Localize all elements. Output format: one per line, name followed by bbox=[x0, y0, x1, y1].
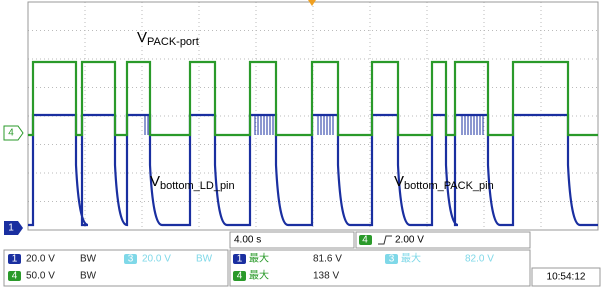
oscilloscope-screen: VPACK-port Vbottom_LD_pin Vbottom_PACK_p… bbox=[0, 0, 603, 289]
measurement-value: 138 V bbox=[313, 271, 339, 282]
timebase: 4.00 s bbox=[234, 235, 261, 246]
channel-number: 3 bbox=[389, 254, 395, 265]
bandwidth-limit: BW bbox=[80, 271, 97, 282]
volts-per-div: 20.0 V bbox=[26, 254, 55, 265]
clock: 10:54:12 bbox=[547, 272, 586, 283]
measurement-label: 最大 bbox=[401, 252, 421, 265]
channel-number: 1 bbox=[237, 254, 243, 265]
page: VPACK-port Vbottom_LD_pin Vbottom_PACK_p… bbox=[0, 0, 603, 289]
trigger-channel: 4 bbox=[362, 235, 368, 246]
label-main: V bbox=[137, 29, 147, 46]
label-main: V bbox=[150, 173, 160, 190]
trigger-level: 2.00 V bbox=[395, 235, 424, 246]
channel-number: 1 bbox=[12, 254, 18, 265]
label-sub: PACK-port bbox=[147, 36, 199, 48]
measurement-value: 82.0 V bbox=[465, 254, 494, 265]
ch4-marker-label: 4 bbox=[8, 128, 14, 139]
trigger-box bbox=[356, 232, 530, 248]
channel-number: 4 bbox=[237, 271, 243, 282]
channel-number: 3 bbox=[128, 254, 134, 265]
volts-per-div: 50.0 V bbox=[26, 271, 55, 282]
label-sub: bottom_PACK_pin bbox=[404, 180, 494, 192]
bandwidth-limit: BW bbox=[196, 254, 213, 265]
measurement-label: 最大 bbox=[249, 252, 269, 265]
measurement-label: 最大 bbox=[249, 269, 269, 282]
label-main: V bbox=[394, 173, 404, 190]
measurement-value: 81.6 V bbox=[313, 254, 342, 265]
ch1-marker-label: 1 bbox=[8, 223, 14, 234]
bandwidth-limit: BW bbox=[80, 254, 97, 265]
channel-number: 4 bbox=[12, 271, 18, 282]
label-sub: bottom_LD_pin bbox=[160, 180, 235, 192]
volts-per-div: 20.0 V bbox=[142, 254, 171, 265]
